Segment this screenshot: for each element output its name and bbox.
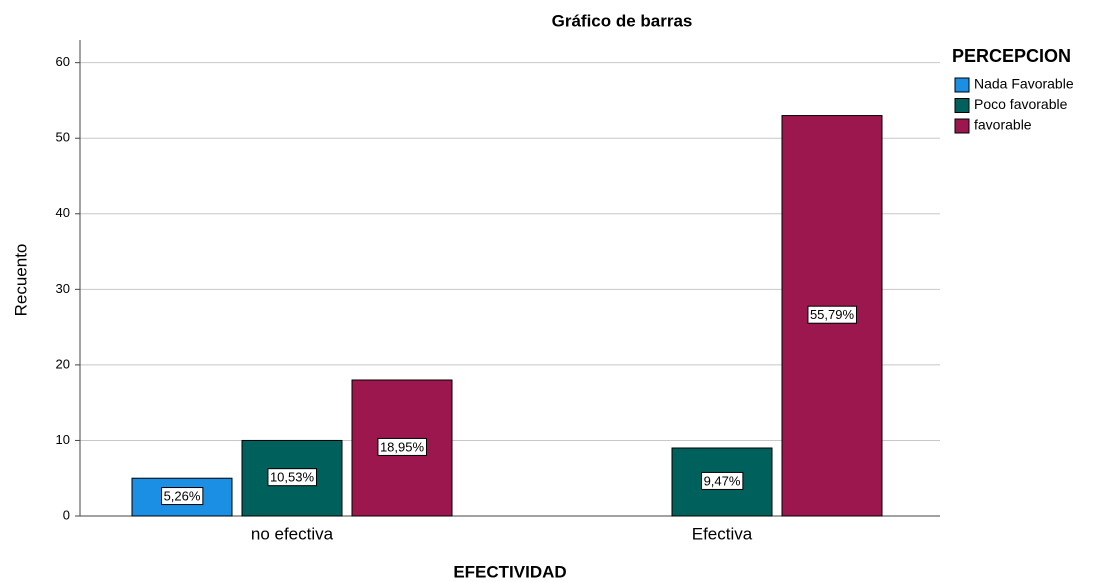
- legend-title: PERCEPCION: [952, 46, 1071, 66]
- x-axis-label: EFECTIVIDAD: [453, 562, 566, 581]
- y-axis-label: Recuento: [11, 244, 30, 317]
- x-tick-label: no efectiva: [251, 524, 334, 543]
- y-tick-label: 10: [56, 432, 70, 447]
- y-tick-label: 20: [56, 356, 70, 371]
- data-label-box: [701, 471, 744, 490]
- data-label: 9,47%: [704, 473, 741, 488]
- y-tick-label: 40: [56, 205, 70, 220]
- y-tick-label: 50: [56, 130, 70, 145]
- data-label-box: [807, 305, 857, 324]
- data-label-box: [377, 437, 427, 456]
- data-label: 5,26%: [164, 489, 201, 504]
- data-label: 18,95%: [380, 439, 425, 454]
- legend-label: Nada Favorable: [974, 76, 1074, 92]
- y-tick-label: 0: [63, 507, 70, 522]
- data-label-box: [161, 487, 204, 506]
- data-label: 55,79%: [810, 307, 855, 322]
- legend-swatch: [954, 118, 970, 134]
- chart-title: Gráfico de barras: [552, 11, 693, 30]
- legend-label: favorable: [974, 117, 1032, 133]
- data-label-box: [267, 468, 317, 487]
- legend-swatch: [954, 98, 970, 113]
- data-label: 10,53%: [270, 470, 315, 485]
- legend-label: Poco favorable: [974, 96, 1068, 112]
- legend-swatch: [954, 77, 970, 93]
- bar: [671, 447, 773, 517]
- x-tick-label: Efectiva: [692, 524, 753, 543]
- y-tick-label: 60: [56, 54, 70, 69]
- y-tick-label: 30: [56, 281, 70, 296]
